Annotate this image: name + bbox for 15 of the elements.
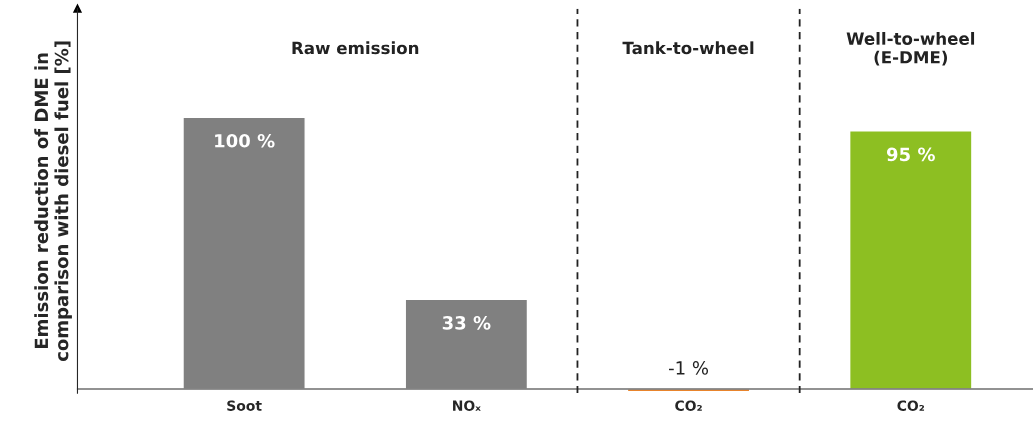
data-label: 33 %: [442, 316, 491, 330]
text: Tank-to-wheel: [622, 41, 754, 55]
data-label: 100 %: [215, 133, 275, 148]
x-tick-label: CO₂: [675, 400, 702, 411]
bar: [848, 130, 973, 390]
data-label: -1 %: [669, 361, 709, 375]
x-tick-label: NOₓ: [453, 400, 481, 411]
bar: [182, 116, 306, 390]
text: Well-to-wheel (E-DME): [846, 32, 975, 66]
y-axis-title: Emission reduction of DME in comparison with diesel fuel [%]: [34, 41, 72, 362]
bar: [404, 298, 529, 390]
text: Raw emission: [292, 41, 419, 55]
data-label: 95 %: [886, 147, 935, 162]
x-tick-label: Soot: [227, 400, 262, 411]
x-tick-label: CO₂: [897, 400, 925, 411]
